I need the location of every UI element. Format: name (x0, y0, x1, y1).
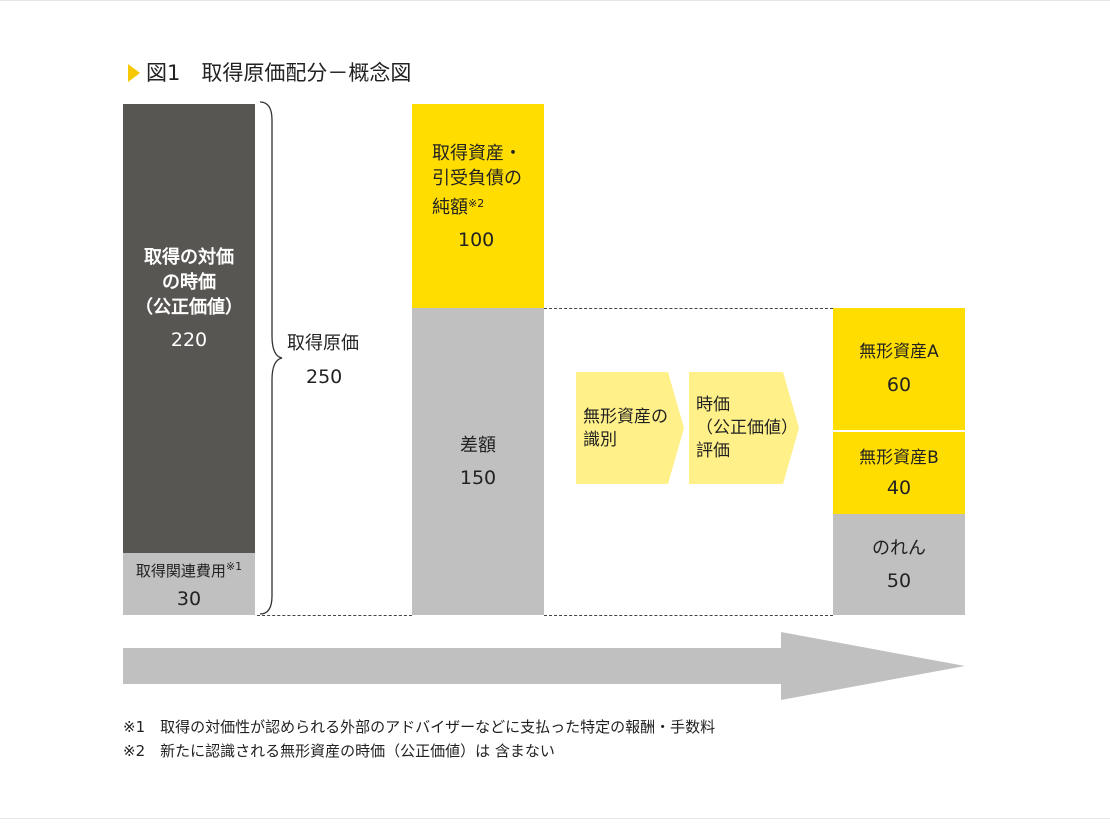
step-identify-line1: 無形資産の (583, 407, 668, 427)
step-valuation-line1: 時価 (696, 395, 730, 415)
footnote-1: ※1 取得の対価性が認められる外部のアドバイザーなどに支払った特定の報酬・手数料 (123, 718, 716, 736)
consideration-label-line2: の時価 (162, 271, 216, 293)
flow-arrow-icon (123, 632, 965, 700)
step-identify-shape (576, 372, 684, 484)
acquisition-price-label: 取得原価 (287, 333, 359, 354)
acquisition-costs-label: 取得関連費用※1 (136, 556, 242, 582)
goodwill-label: のれん (872, 537, 926, 559)
net-assets-block: 取得資産・ 引受負債の 純額※2 100 (412, 104, 544, 308)
consideration-label: 取得の対価 の時価 （公正価値） (135, 245, 243, 320)
intangible-a-block: 無形資産A 60 (833, 308, 965, 430)
net-assets-label-line2: 引受負債の (432, 168, 522, 189)
acquisition-costs-note-ref: ※1 (225, 560, 243, 573)
net-assets-label-line1: 取得資産・ (432, 143, 522, 164)
step-identify-line2: 識別 (583, 430, 617, 450)
net-assets-note-ref: ※2 (468, 197, 485, 210)
step-valuation-line2: （公正価値） (696, 418, 798, 438)
goodwill-block: のれん 50 (833, 514, 965, 615)
figure-title-text: 図1 取得原価配分－概念図 (146, 61, 412, 85)
intangible-a-label: 無形資産A (859, 342, 939, 362)
step-valuation-text: 時価 （公正価値） 評価 (696, 394, 798, 463)
figure-title: 図1 取得原価配分－概念図 (128, 58, 411, 88)
bottom-separator (0, 818, 1110, 819)
goodwill-value: 50 (886, 569, 912, 592)
acquisition-costs-block: 取得関連費用※1 30 (123, 553, 255, 615)
acquisition-costs-label-text: 取得関連費用 (135, 562, 226, 580)
step-identify-text: 無形資産の 識別 (583, 406, 668, 452)
net-assets-label-line3: 純額 (432, 197, 468, 218)
net-assets-value: 100 (458, 229, 495, 251)
consideration-value: 220 (170, 328, 208, 351)
intangible-a-value: 60 (886, 374, 912, 396)
consideration-block: 取得の対価 の時価 （公正価値） 220 (123, 104, 255, 553)
dashed-line-middle (544, 308, 833, 309)
dashed-line-bottom-right (544, 615, 833, 616)
acquisition-costs-value: 30 (176, 588, 202, 610)
top-separator (0, 0, 1110, 1)
intangible-b-value: 40 (886, 476, 912, 499)
intangible-b-label: 無形資産B (859, 447, 939, 468)
triangle-marker-icon (128, 64, 140, 82)
consideration-label-line1: 取得の対価 (144, 246, 234, 268)
step-valuation-shape (689, 372, 799, 484)
acquisition-price-value: 250 (306, 366, 343, 388)
step-valuation-line3: 評価 (696, 441, 730, 461)
intangible-b-block: 無形資産B 40 (833, 432, 965, 514)
net-assets-label: 取得資産・ 引受負債の 純額※2 (432, 141, 522, 220)
difference-block: 差額 150 (412, 308, 544, 615)
dashed-line-bottom-left (257, 615, 412, 616)
consideration-label-line3: （公正価値） (135, 296, 243, 318)
curly-brace-icon (259, 101, 283, 615)
difference-label: 差額 (460, 434, 496, 456)
difference-value: 150 (459, 466, 497, 489)
intangible-divider (833, 430, 965, 432)
footnote-2: ※2 新たに認識される無形資産の時価（公正価値）は 含まない (123, 742, 555, 760)
